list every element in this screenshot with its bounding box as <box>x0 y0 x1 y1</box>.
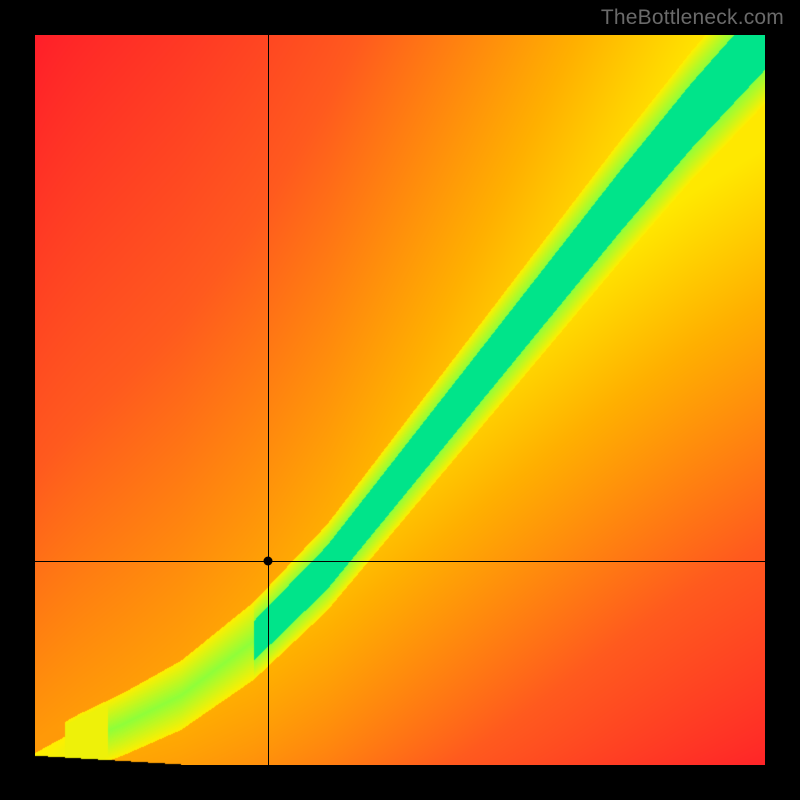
watermark-text: TheBottleneck.com <box>601 6 784 30</box>
crosshair-vertical <box>268 35 269 765</box>
plot-area <box>35 35 765 765</box>
selection-marker[interactable] <box>263 557 272 566</box>
chart-container: TheBottleneck.com <box>0 0 800 800</box>
crosshair-horizontal <box>35 561 765 562</box>
heatmap-canvas <box>35 35 765 765</box>
